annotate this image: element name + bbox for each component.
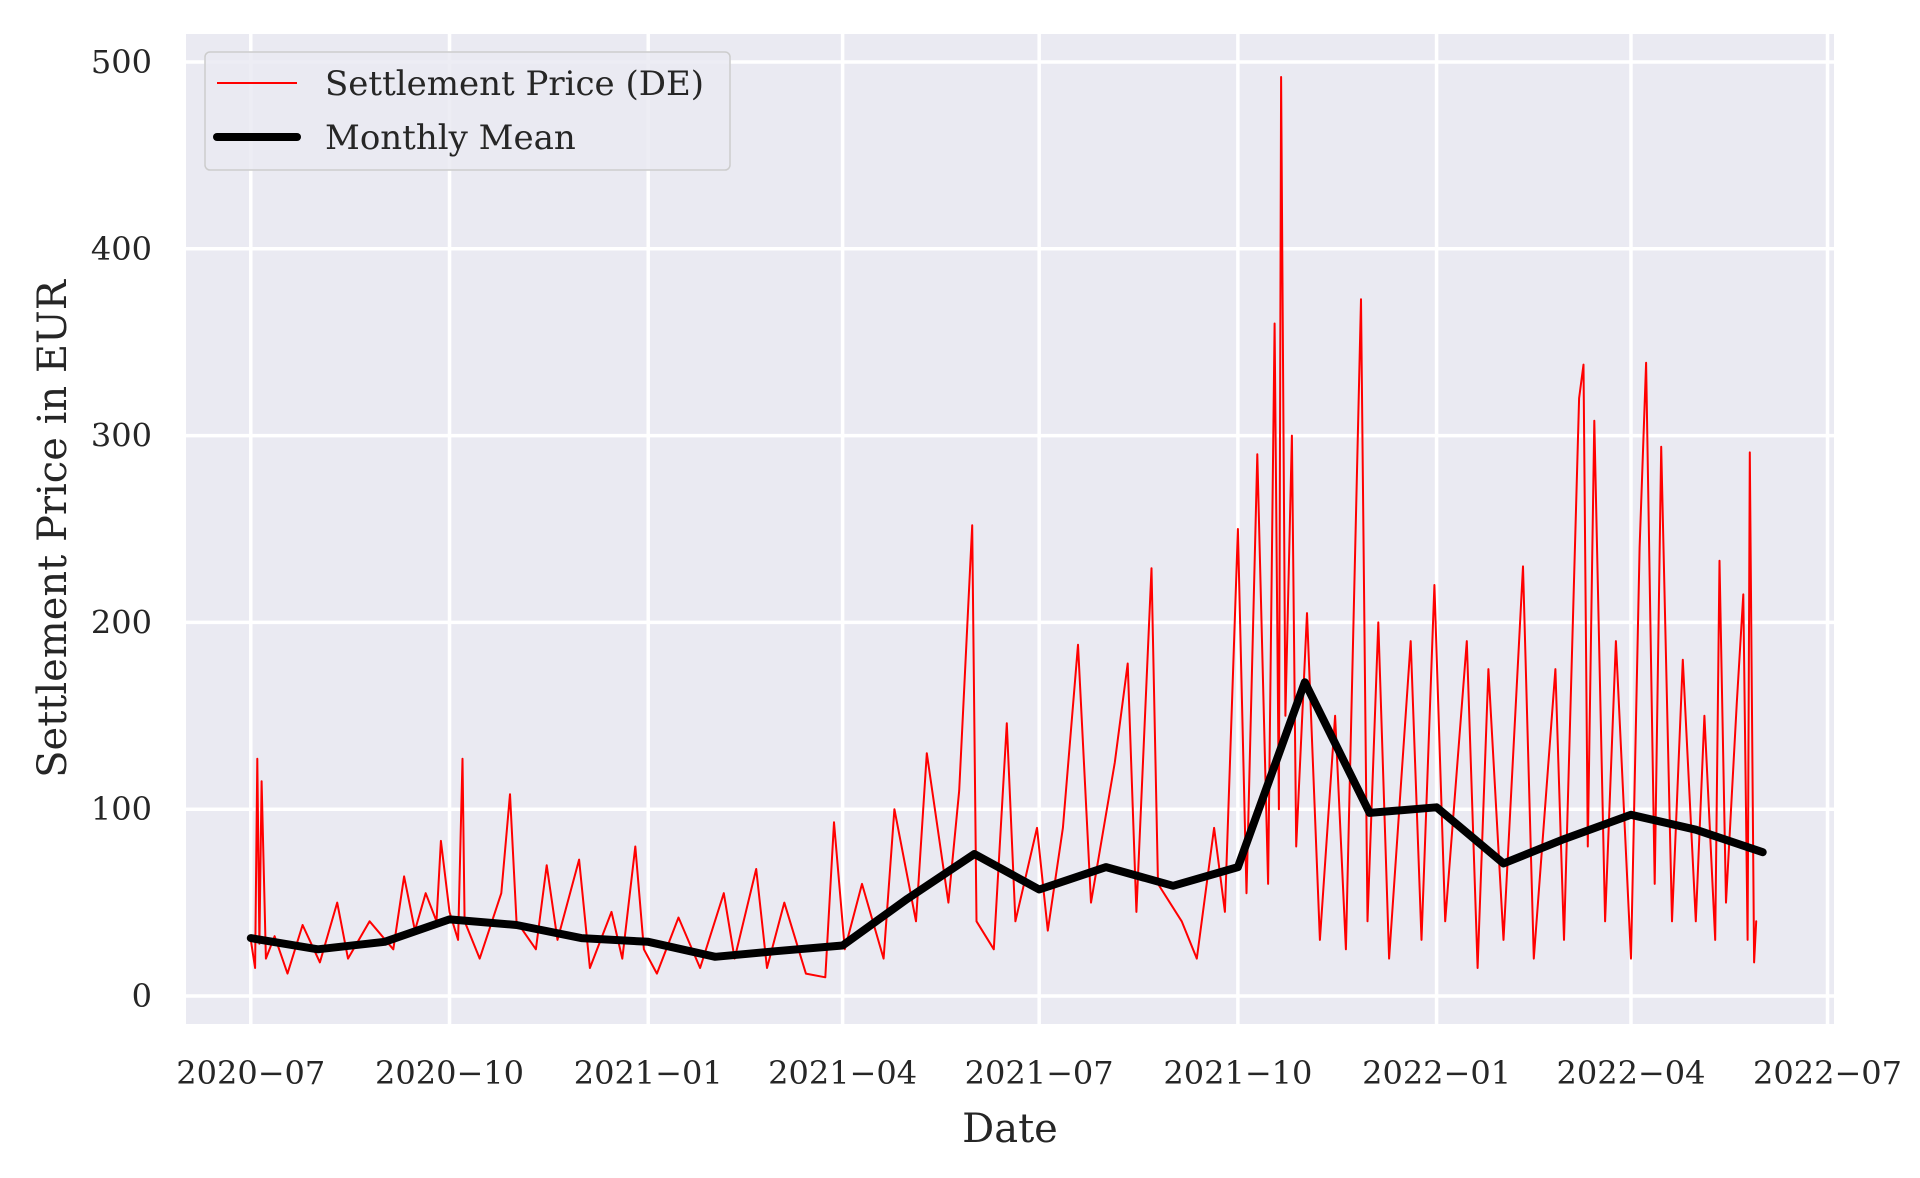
y-tick-label: 300 (91, 417, 152, 455)
y-tick-label: 500 (91, 43, 152, 81)
y-tick-label: 200 (91, 603, 152, 641)
x-tick-label: 2020−10 (375, 1054, 524, 1092)
series-layer (246, 76, 1767, 979)
x-tick-label: 2021−04 (768, 1054, 917, 1092)
series-line-monthly-mean (246, 678, 1767, 961)
y-tick-label: 100 (91, 790, 152, 828)
legend: Settlement Price (DE) Monthly Mean (204, 51, 731, 171)
x-tick-label: 2021−01 (574, 1054, 723, 1092)
series-line-settlement-price (249, 76, 1758, 979)
x-tick-label: 2021−10 (1163, 1054, 1312, 1092)
y-tick-label: 0 (132, 977, 152, 1015)
x-axis-label: Date (962, 1106, 1058, 1152)
y-axis-label: Settlement Price in EUR (30, 278, 76, 778)
y-tick-label: 400 (91, 230, 152, 268)
x-tick-label: 2020−07 (176, 1054, 325, 1092)
legend-box (204, 51, 731, 171)
x-tick-label: 2022−04 (1556, 1054, 1705, 1092)
legend-label-monthly-mean: Monthly Mean (325, 118, 576, 158)
tick-labels: 0 100 200 300 400 500 2020−07 2020−10 2021−01 202… (91, 43, 1902, 1092)
x-tick-label: 2022−01 (1362, 1054, 1511, 1092)
x-tick-label: 2022−07 (1753, 1054, 1902, 1092)
legend-label-settlement-price: Settlement Price (DE) (325, 64, 704, 104)
x-tick-label: 2021−07 (965, 1054, 1114, 1092)
